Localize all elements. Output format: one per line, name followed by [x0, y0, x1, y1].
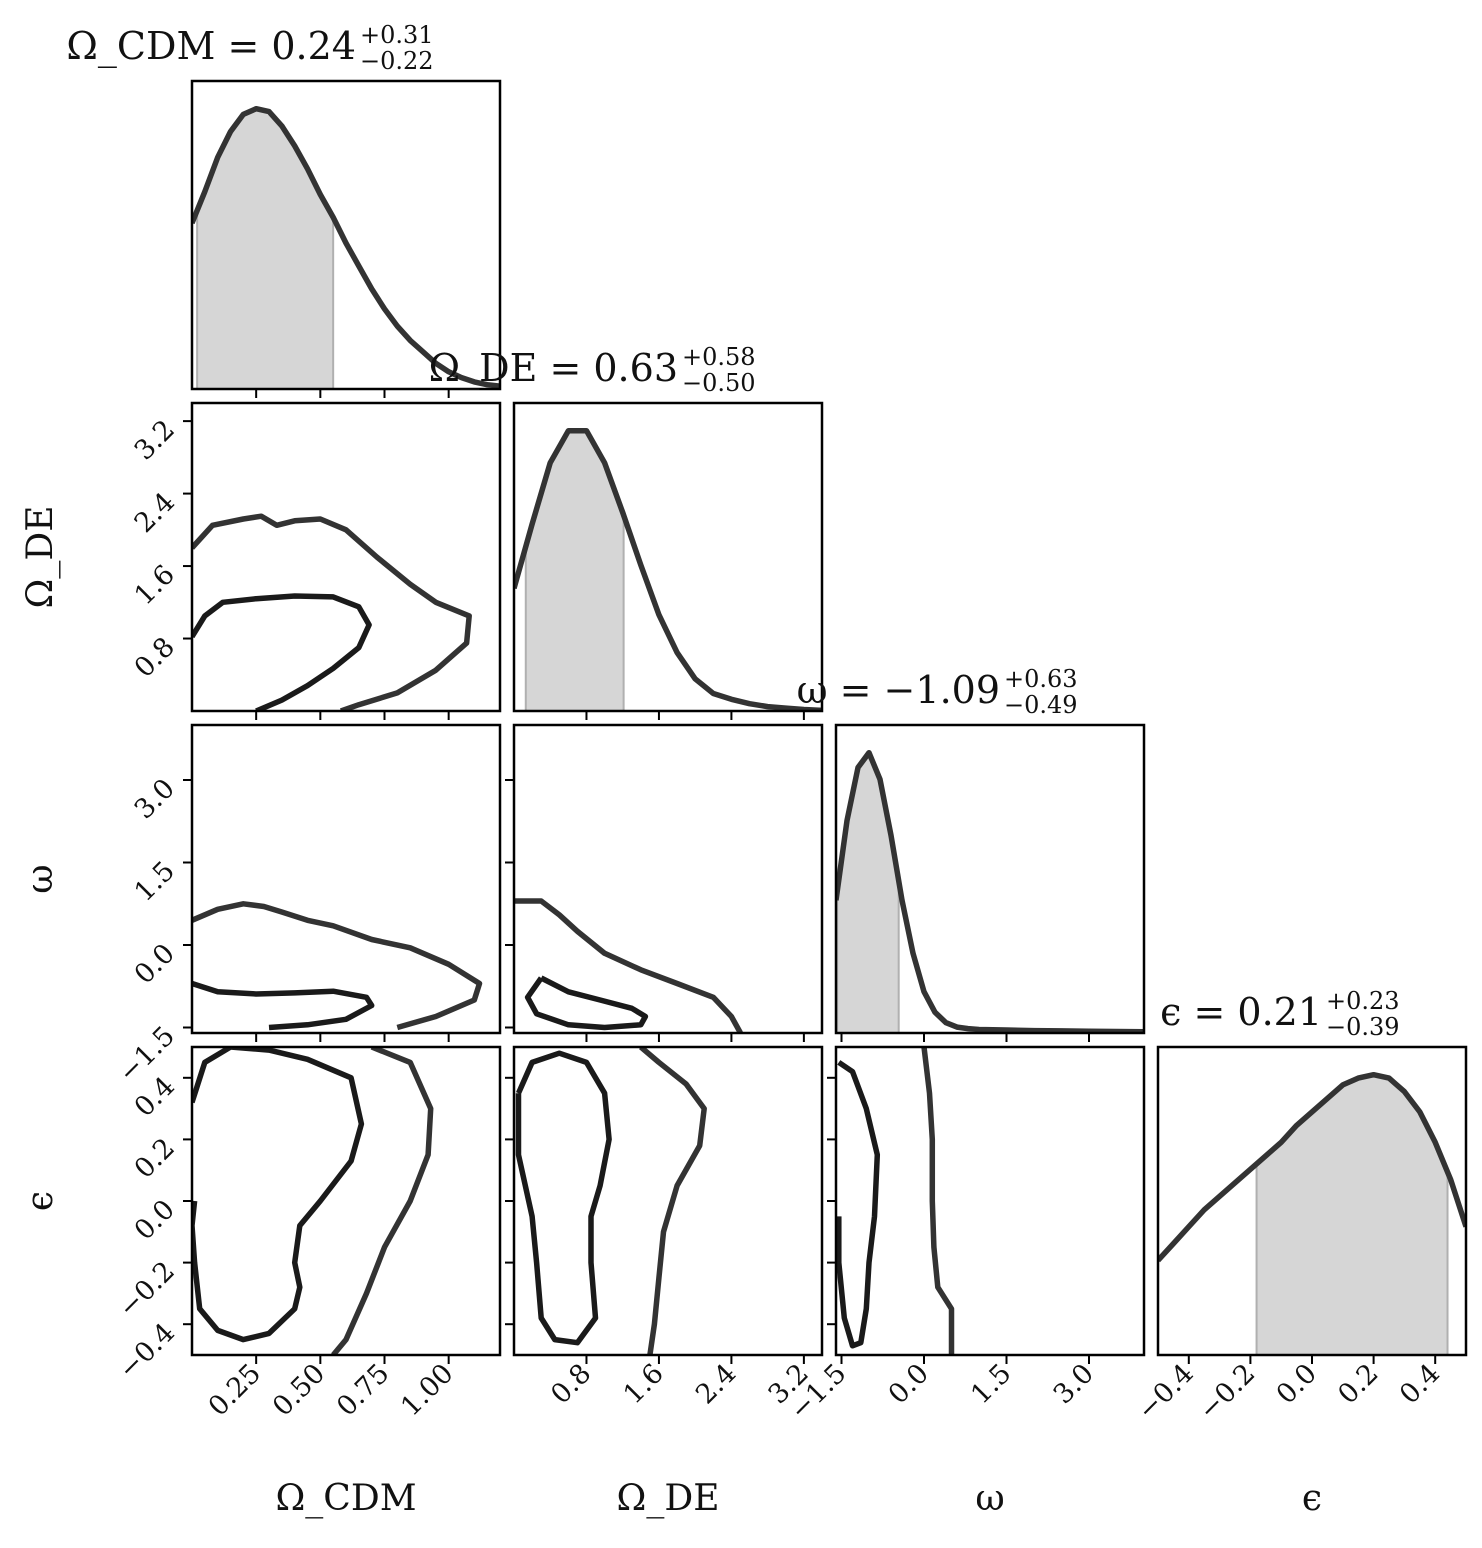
title-w: ω = −1.09 [797, 668, 1000, 712]
panel-frame-w-cdm [190, 723, 502, 1035]
credible-region-eps [1256, 1074, 1448, 1355]
outer-contour-de-w [514, 898, 743, 1033]
x-tick-label-cdm: 1.00 [395, 1358, 459, 1422]
y-tick-label-de: 1.6 [129, 559, 181, 611]
title-eps: ϵ = 0.21 [1160, 990, 1322, 1034]
y-tick-label-de: 0.8 [129, 632, 181, 684]
panel-frame-eps-de [512, 1045, 824, 1357]
y-tick-label-w: 0.0 [129, 938, 181, 990]
x-tick-label-cdm: 0.75 [331, 1358, 395, 1422]
x-tick-label-w: 1.5 [965, 1358, 1017, 1410]
contour-panel-w-eps [836, 1047, 955, 1355]
inner-contour-cdm-w [192, 980, 375, 1031]
contour-panel-cdm-w [192, 901, 483, 1031]
x-axis-label-w: ω [975, 1478, 1004, 1519]
credible-region-w [837, 752, 899, 1033]
contour-panel-de-w [514, 898, 743, 1033]
title-minus-cdm: −0.22 [360, 47, 434, 75]
density-curve-de [514, 427, 822, 711]
y-tick-label-w: 1.5 [129, 856, 181, 908]
contour-panel-cdm-eps [192, 1047, 434, 1355]
inner-contour-cdm-de [192, 593, 372, 711]
title-minus-eps: −0.39 [1326, 1013, 1400, 1041]
title-minus-w: −0.49 [1004, 691, 1078, 719]
title-plus-eps: +0.23 [1326, 987, 1400, 1015]
density-curve-eps [1158, 1071, 1466, 1263]
marginal-eps [1158, 1071, 1466, 1355]
x-tick-label-de: 1.6 [618, 1358, 670, 1410]
y-axis-label-de: Ω_DE [20, 506, 61, 609]
y-tick-label-w: −1.5 [113, 1021, 181, 1089]
x-tick-label-de: 0.8 [545, 1358, 597, 1410]
x-tick-label-w: 3.0 [1048, 1358, 1100, 1410]
density-curve-w [836, 749, 1144, 1033]
marginal-w [836, 749, 1144, 1033]
contour-panel-cdm-de [192, 513, 472, 711]
panel-frame-w-de [512, 723, 824, 1035]
y-tick-label-eps: 0.2 [129, 1132, 181, 1184]
title-plus-w: +0.63 [1004, 665, 1078, 693]
x-axis-label-de: Ω_DE [617, 1478, 720, 1519]
x-tick-label-eps: 0.2 [1332, 1358, 1384, 1410]
y-tick-label-eps: 0.0 [129, 1194, 181, 1246]
y-tick-label-w: 3.0 [129, 773, 181, 825]
inner-contour-de-w [524, 975, 649, 1031]
panel-frame-eps-cdm [190, 1045, 502, 1357]
title-plus-cdm: +0.31 [360, 21, 434, 49]
x-tick-label-de: 2.4 [690, 1358, 742, 1410]
x-tick-label-eps: 0.0 [1271, 1358, 1323, 1410]
marginal-de [514, 427, 822, 711]
title-plus-de: +0.58 [682, 343, 756, 371]
panel-frame-w-w [834, 723, 1146, 1035]
y-tick-label-eps: −0.2 [113, 1256, 181, 1324]
panel-frame-eps-w [834, 1045, 1146, 1357]
contour-panel-de-eps [515, 1047, 707, 1355]
y-tick-label-de: 3.2 [129, 414, 181, 466]
title-minus-de: −0.50 [682, 369, 756, 397]
credible-region-cdm [197, 108, 334, 389]
y-axis-label-eps: ϵ [20, 1191, 61, 1211]
x-tick-label-eps: 0.4 [1394, 1358, 1446, 1410]
panel-frame-cdm-cdm [190, 79, 502, 391]
x-axis-label-eps: ϵ [1302, 1478, 1322, 1519]
credible-region-de [525, 430, 624, 711]
x-tick-label-w: 0.0 [883, 1358, 935, 1410]
inner-contour-cdm-eps [192, 1047, 365, 1343]
outer-contour-cdm-de [192, 513, 472, 711]
marginal-cdm [192, 105, 500, 389]
outer-contour-cdm-eps [331, 1047, 434, 1355]
inner-contour-w-eps [836, 1060, 881, 1349]
y-tick-label-de: 2.4 [129, 487, 181, 539]
x-tick-label-eps: −0.4 [1131, 1358, 1199, 1426]
title-cdm: Ω_CDM = 0.24 [66, 24, 356, 69]
density-curve-cdm [192, 105, 500, 389]
outer-contour-cdm-w [192, 901, 483, 1031]
x-axis-label-cdm: Ω_CDM [275, 1478, 416, 1519]
x-tick-label-cdm: 0.25 [203, 1358, 267, 1422]
inner-contour-de-eps [515, 1050, 612, 1346]
x-tick-label-eps: −0.2 [1193, 1358, 1261, 1426]
outer-contour-de-eps [639, 1047, 707, 1355]
panel-frame-de-cdm [190, 401, 502, 713]
y-axis-label-w: ω [20, 864, 61, 893]
x-tick-label-cdm: 0.50 [267, 1358, 331, 1422]
outer-contour-w-eps [921, 1047, 955, 1355]
y-tick-label-eps: −0.4 [113, 1317, 181, 1385]
panel-frame-de-de [512, 401, 824, 713]
title-de: Ω_DE = 0.63 [429, 346, 678, 391]
